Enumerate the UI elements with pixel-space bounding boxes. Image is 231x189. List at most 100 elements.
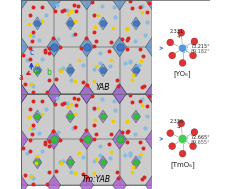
- Point: [40, 149, 44, 153]
- Point: [31, 6, 35, 9]
- Point: [85, 138, 88, 141]
- Point: [48, 52, 51, 55]
- Point: [70, 9, 73, 12]
- Point: [125, 131, 129, 134]
- Bar: [21, 94, 152, 185]
- Point: [118, 45, 121, 48]
- Point: [47, 46, 51, 50]
- Point: [126, 120, 129, 123]
- Point: [47, 79, 50, 82]
- Polygon shape: [146, 37, 159, 57]
- Point: [98, 52, 102, 55]
- Point: [84, 129, 88, 132]
- Polygon shape: [14, 0, 28, 10]
- Point: [109, 157, 112, 160]
- Point: [28, 107, 32, 110]
- Point: [35, 62, 39, 65]
- Point: [31, 182, 35, 185]
- Point: [84, 36, 88, 39]
- Polygon shape: [131, 156, 140, 169]
- Point: [123, 154, 126, 157]
- Point: [93, 119, 96, 122]
- Point: [92, 79, 95, 82]
- Point: [116, 171, 119, 174]
- Point: [92, 137, 96, 140]
- Point: [128, 0, 132, 3]
- Polygon shape: [113, 84, 126, 103]
- Point: [40, 6, 44, 9]
- Point: [31, 91, 35, 94]
- Point: [73, 19, 76, 22]
- Point: [28, 150, 31, 153]
- Point: [92, 14, 95, 17]
- Point: [53, 103, 57, 106]
- Point: [73, 112, 76, 115]
- Point: [24, 82, 27, 85]
- Point: [62, 8, 66, 11]
- Polygon shape: [14, 84, 28, 103]
- Point: [65, 102, 69, 105]
- Point: [134, 69, 138, 72]
- Point: [109, 59, 113, 62]
- Point: [116, 79, 119, 82]
- Polygon shape: [33, 64, 42, 77]
- Point: [120, 38, 124, 41]
- Point: [111, 26, 115, 29]
- Point: [58, 138, 62, 141]
- Point: [95, 65, 98, 68]
- Point: [147, 95, 151, 98]
- Point: [32, 34, 35, 37]
- Point: [125, 140, 129, 143]
- Polygon shape: [47, 175, 61, 189]
- Circle shape: [191, 129, 198, 136]
- Text: c: c: [29, 48, 33, 57]
- Point: [82, 173, 85, 176]
- Bar: [152, 0, 210, 189]
- Circle shape: [167, 39, 174, 46]
- Point: [73, 80, 77, 83]
- Point: [126, 121, 129, 124]
- Point: [37, 39, 40, 42]
- Polygon shape: [47, 84, 61, 103]
- Point: [36, 161, 39, 164]
- Point: [85, 45, 88, 48]
- Text: 2.331: 2.331: [169, 29, 183, 34]
- Point: [30, 39, 34, 42]
- Polygon shape: [14, 37, 28, 57]
- Circle shape: [179, 60, 186, 66]
- Point: [37, 113, 41, 116]
- Point: [73, 126, 77, 129]
- Point: [143, 84, 146, 87]
- Point: [40, 19, 43, 22]
- Point: [68, 69, 72, 72]
- Point: [107, 143, 111, 146]
- Point: [109, 151, 113, 154]
- Point: [140, 177, 144, 180]
- Point: [117, 85, 120, 88]
- Point: [55, 77, 58, 80]
- Point: [143, 127, 147, 130]
- Point: [85, 84, 89, 87]
- Point: [140, 11, 143, 14]
- Polygon shape: [47, 0, 61, 10]
- Point: [44, 141, 47, 144]
- Point: [112, 6, 116, 9]
- Point: [56, 38, 60, 41]
- Point: [43, 50, 47, 53]
- Text: 89.182°: 89.182°: [191, 49, 210, 54]
- Point: [94, 132, 98, 135]
- Polygon shape: [80, 0, 94, 10]
- Point: [58, 161, 62, 164]
- Circle shape: [178, 120, 185, 127]
- Polygon shape: [146, 175, 159, 189]
- Point: [73, 3, 76, 6]
- Point: [128, 153, 132, 156]
- Point: [82, 81, 85, 84]
- Polygon shape: [146, 0, 159, 10]
- Point: [98, 144, 102, 147]
- Polygon shape: [33, 110, 42, 123]
- Point: [68, 161, 72, 164]
- Point: [137, 63, 141, 66]
- Point: [95, 157, 98, 160]
- Point: [32, 127, 35, 130]
